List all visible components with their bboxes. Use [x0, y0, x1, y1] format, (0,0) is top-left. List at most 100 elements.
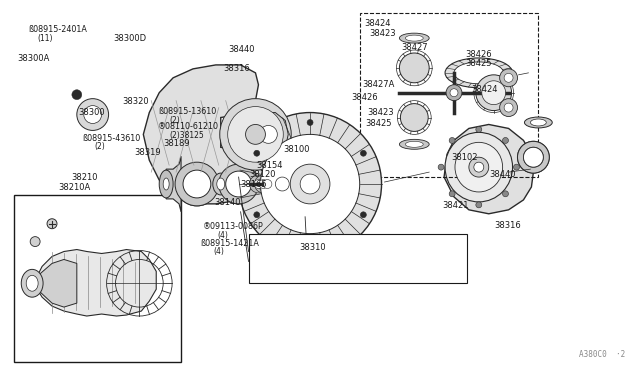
Ellipse shape: [500, 69, 518, 87]
Ellipse shape: [159, 170, 173, 198]
Ellipse shape: [401, 104, 428, 131]
Ellipse shape: [504, 103, 513, 112]
Text: 38423: 38423: [367, 108, 394, 117]
Text: 38421: 38421: [442, 201, 468, 210]
Polygon shape: [143, 65, 259, 204]
Text: ß08915-2401A: ß08915-2401A: [28, 25, 86, 34]
Ellipse shape: [217, 178, 225, 190]
Ellipse shape: [275, 177, 289, 191]
Text: 38120: 38120: [249, 170, 275, 179]
Ellipse shape: [518, 141, 549, 173]
Ellipse shape: [21, 269, 43, 297]
Circle shape: [450, 89, 458, 97]
Text: ®08110-61210: ®08110-61210: [158, 122, 219, 131]
Text: 38300D: 38300D: [113, 34, 147, 43]
Ellipse shape: [524, 147, 543, 167]
Text: (11): (11): [37, 34, 53, 43]
Circle shape: [502, 191, 508, 197]
Text: 38300: 38300: [79, 108, 105, 117]
Circle shape: [289, 247, 325, 282]
Text: (4): (4): [217, 231, 228, 240]
Polygon shape: [444, 125, 533, 214]
Ellipse shape: [455, 142, 502, 192]
Text: 38424: 38424: [364, 19, 391, 28]
Ellipse shape: [47, 219, 57, 229]
Text: 38320: 38320: [122, 97, 148, 106]
Ellipse shape: [469, 157, 489, 177]
Text: 38154: 38154: [257, 161, 283, 170]
Ellipse shape: [255, 175, 273, 193]
Ellipse shape: [399, 53, 429, 83]
Text: 38310: 38310: [300, 243, 326, 252]
Ellipse shape: [250, 175, 268, 193]
Bar: [14, 195, 181, 362]
Polygon shape: [37, 250, 156, 316]
Text: ß08915-13610: ß08915-13610: [158, 107, 216, 116]
Circle shape: [30, 237, 40, 247]
Circle shape: [513, 164, 520, 170]
Circle shape: [177, 164, 217, 204]
Ellipse shape: [405, 141, 423, 147]
Text: 38319: 38319: [134, 148, 161, 157]
Ellipse shape: [228, 107, 284, 162]
Ellipse shape: [405, 35, 423, 41]
Text: (2): (2): [170, 116, 180, 125]
Ellipse shape: [183, 170, 211, 198]
Circle shape: [300, 174, 320, 194]
Text: A380C0  ·2: A380C0 ·2: [579, 350, 626, 359]
Ellipse shape: [254, 180, 263, 189]
Text: 38440: 38440: [489, 170, 515, 179]
Text: 38426: 38426: [465, 51, 492, 60]
Text: 38102: 38102: [451, 153, 477, 162]
Text: ®09113-0086P: ®09113-0086P: [203, 222, 264, 231]
Ellipse shape: [445, 132, 513, 202]
Circle shape: [438, 164, 444, 170]
Circle shape: [518, 141, 549, 173]
Text: (2)38125: (2)38125: [170, 131, 204, 140]
Text: 38189: 38189: [163, 140, 189, 148]
Ellipse shape: [163, 178, 169, 190]
Ellipse shape: [399, 33, 429, 43]
Ellipse shape: [259, 125, 277, 143]
Text: 38425: 38425: [465, 59, 492, 68]
Text: 38300A: 38300A: [18, 54, 50, 63]
Circle shape: [296, 253, 318, 275]
Ellipse shape: [296, 253, 318, 275]
Ellipse shape: [175, 162, 219, 206]
Circle shape: [175, 162, 219, 206]
Ellipse shape: [476, 75, 511, 110]
Circle shape: [476, 202, 482, 208]
Ellipse shape: [294, 237, 320, 247]
Ellipse shape: [482, 81, 506, 105]
Text: 38425: 38425: [365, 119, 392, 128]
Circle shape: [239, 113, 381, 256]
Circle shape: [476, 126, 482, 132]
Circle shape: [502, 138, 508, 144]
Circle shape: [360, 150, 366, 156]
Text: 38426: 38426: [352, 93, 378, 102]
Ellipse shape: [26, 275, 38, 291]
Text: 38210: 38210: [71, 173, 97, 182]
Circle shape: [449, 191, 455, 197]
Text: 38316: 38316: [494, 221, 521, 230]
Ellipse shape: [226, 171, 252, 197]
Ellipse shape: [259, 180, 268, 189]
Circle shape: [219, 164, 259, 204]
Ellipse shape: [289, 247, 325, 282]
Ellipse shape: [524, 117, 552, 128]
Circle shape: [254, 212, 260, 218]
Circle shape: [307, 119, 313, 125]
Text: 38316: 38316: [223, 64, 250, 73]
Ellipse shape: [220, 99, 291, 170]
Text: 38210A: 38210A: [58, 183, 90, 192]
Circle shape: [260, 134, 360, 234]
Bar: [248, 234, 467, 283]
Ellipse shape: [399, 140, 429, 149]
Circle shape: [183, 170, 211, 198]
Ellipse shape: [84, 106, 102, 124]
Text: ß08915-1421A: ß08915-1421A: [200, 239, 259, 248]
Circle shape: [449, 138, 455, 144]
Ellipse shape: [500, 99, 518, 116]
Ellipse shape: [531, 119, 547, 126]
Text: 38165: 38165: [240, 180, 267, 189]
